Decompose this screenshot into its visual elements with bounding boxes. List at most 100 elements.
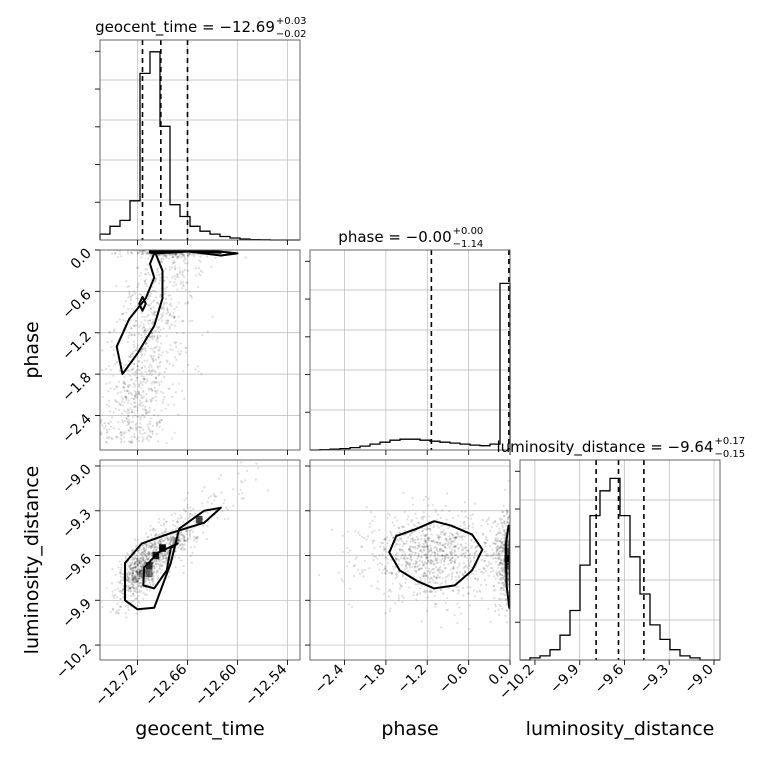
scatter-point [148,369,151,372]
scatter-point [387,595,390,598]
scatter-point [469,514,473,517]
scatter-point [158,558,161,561]
scatter-point [369,522,372,525]
scatter-point [156,365,159,368]
scatter-point [156,336,159,339]
scatter-point [159,565,162,568]
scatter-point [159,317,162,320]
scatter-point [446,553,449,556]
scatter-point [150,356,153,359]
scatter-point [109,387,112,390]
scatter-point [440,549,443,552]
scatter-point [147,566,150,569]
scatter-point [168,327,171,330]
scatter-point [122,588,125,591]
scatter-point [136,365,139,368]
scatter-point [122,432,126,436]
scatter-point [447,556,450,559]
scatter-point [124,612,127,615]
scatter-point [225,506,228,509]
scatter-point [139,553,142,556]
scatter-point [501,521,504,525]
scatter-point [165,441,168,444]
scatter-point [164,538,167,541]
scatter-point [189,529,192,532]
scatter-point [119,575,122,578]
scatter-point [155,556,158,559]
scatter-point [182,544,185,547]
scatter-point [474,577,477,581]
scatter-point [141,558,144,561]
scatter-point [436,573,439,577]
scatter-point [346,565,349,568]
scatter-point [148,388,151,391]
scatter-point [145,437,148,441]
scatter-point [467,554,470,557]
scatter-point [114,593,117,597]
scatter-point [115,435,118,438]
scatter-point [144,333,147,336]
scatter-point [127,565,130,569]
scatter-point [156,571,159,574]
scatter-point [461,538,464,541]
scatter-point [382,569,385,572]
scatter-point [148,579,151,582]
scatter-point [491,554,495,557]
scatter-point [159,555,162,558]
scatter-point [168,257,171,260]
scatter-point [496,533,499,536]
scatter-point [506,513,509,516]
scatter-point [156,574,159,577]
scatter-point [408,547,411,550]
scatter-point [147,322,150,325]
scatter-point [500,546,503,549]
scatter-point [435,565,438,569]
scatter-point [507,562,510,566]
scatter-point [129,564,132,567]
scatter-point [179,342,182,345]
scatter-point [142,380,145,383]
scatter-point [495,572,499,576]
scatter-point [435,547,439,550]
scatter-point [186,504,189,507]
scatter-point [124,557,127,560]
scatter-point [188,531,191,535]
scatter-point [153,299,156,302]
scatter-point [134,374,137,377]
scatter-point [415,583,419,586]
scatter-point [498,613,501,617]
scatter-point [125,410,128,413]
scatter-point [138,274,141,277]
scatter-point [107,364,110,367]
scatter-point [441,570,444,573]
scatter-point [241,481,244,484]
scatter-point [400,554,403,557]
scatter-point [493,584,496,587]
scatter-point [457,556,460,559]
scatter-point [132,557,135,560]
scatter-point [497,552,500,555]
scatter-point [436,533,439,536]
scatter-point [424,539,427,543]
scatter-point [158,552,161,556]
scatter-point [435,541,439,544]
scatter-point [186,492,190,495]
scatter-point [462,573,465,577]
scatter-point [428,560,431,564]
scatter-point [144,251,147,254]
scatter-point [139,553,143,556]
scatter-point [429,589,432,592]
scatter-point [172,311,175,314]
scatter-point [136,252,139,255]
scatter-point [412,546,415,549]
scatter-point [139,561,142,564]
scatter-point [177,350,180,353]
scatter-point [171,383,174,386]
x-tick-label-phase: −0.6 [436,661,471,696]
scatter-point [424,541,427,544]
scatter-point [143,280,146,283]
scatter-point [181,287,184,290]
scatter-point [414,583,417,586]
scatter-point [496,545,499,548]
scatter-point [456,555,459,558]
